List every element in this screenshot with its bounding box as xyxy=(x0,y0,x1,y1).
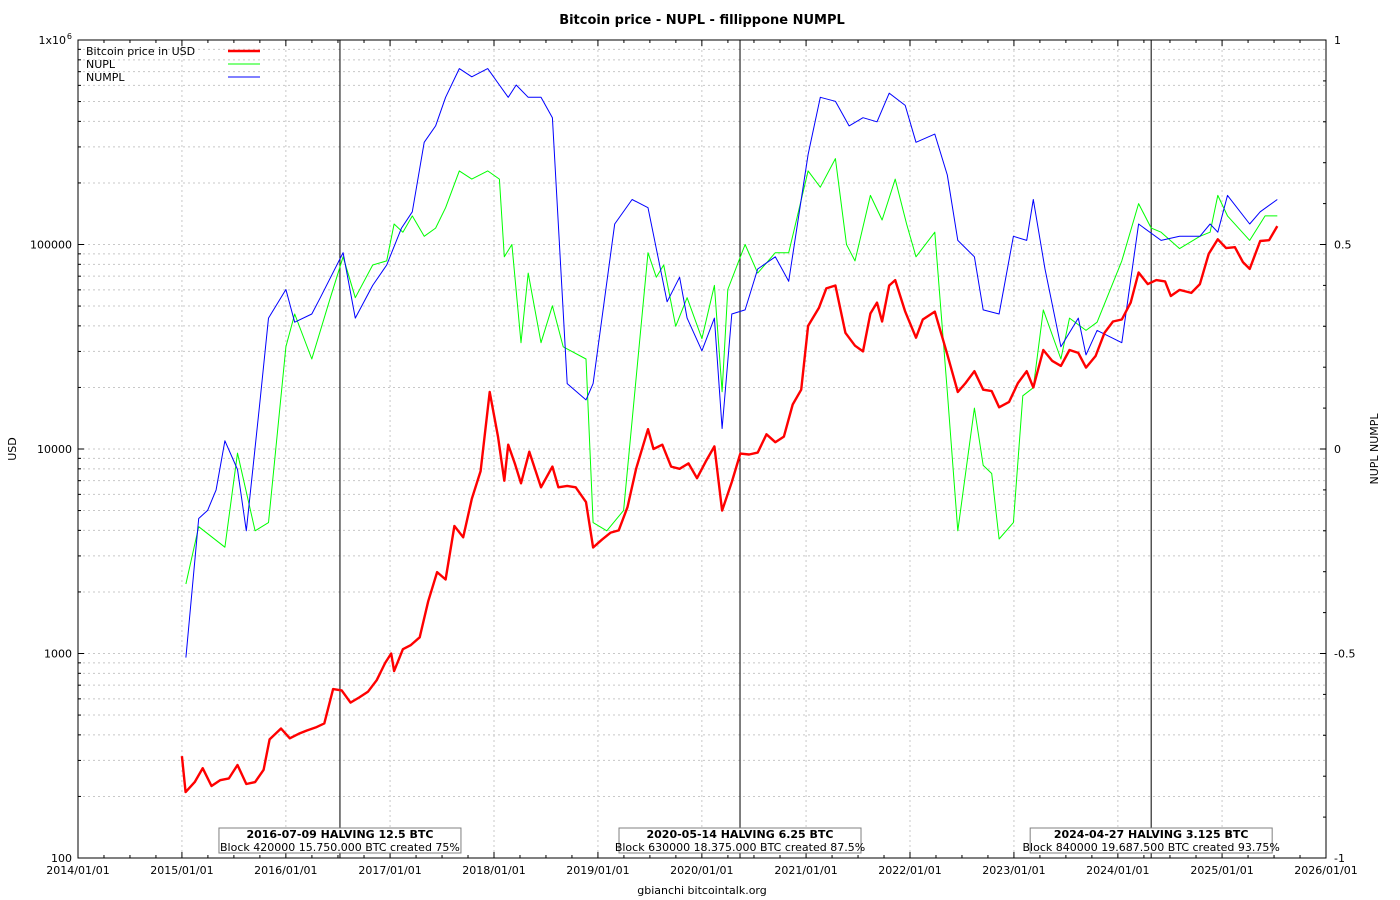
y-axis-label: USD xyxy=(6,437,19,461)
x-tick-label: 2015/01/01 xyxy=(150,864,213,877)
halving-box xyxy=(1029,827,1273,854)
series-line-nupl xyxy=(185,158,1278,585)
y2-tick-label: 1 xyxy=(1334,34,1341,47)
halving-detail: Block 420000 15.750.000 BTC created 75% xyxy=(220,841,460,854)
halving-title: 2024-04-27 HALVING 3.125 BTC xyxy=(1054,828,1249,841)
y-tick-label: 1000 xyxy=(44,648,72,661)
x-tick-label: 2022/01/01 xyxy=(878,864,941,877)
y2-axis-label: NUPL NUMPL xyxy=(1368,413,1381,485)
y2-tick-label: -0.5 xyxy=(1334,648,1355,661)
x-tick-label: 2018/01/01 xyxy=(462,864,525,877)
x-tick-label: 2021/01/01 xyxy=(774,864,837,877)
x-tick-label: 2019/01/01 xyxy=(566,864,629,877)
x-tick-label: 2024/01/01 xyxy=(1086,864,1149,877)
halving-detail: Block 630000 18.375.000 BTC created 87.5… xyxy=(615,841,865,854)
halving-box xyxy=(218,827,462,854)
y-tick-label: 10000 xyxy=(37,443,72,456)
halving-title: 2020-05-14 HALVING 6.25 BTC xyxy=(647,828,834,841)
halving-detail: Block 840000 19.687.500 BTC created 93.7… xyxy=(1022,841,1279,854)
halving-title: 2016-07-09 HALVING 12.5 BTC xyxy=(246,828,433,841)
footer-credit: gbianchi bitcointalk.org xyxy=(637,884,766,897)
halving-box xyxy=(618,827,862,854)
halving-lines xyxy=(339,40,1152,858)
legend: Bitcoin price in USD NUPL NUMPL xyxy=(86,45,260,84)
chart-title: Bitcoin price - NUPL - fillippone NUMPL xyxy=(559,13,845,28)
y-tick-label: 1x10 xyxy=(38,34,66,47)
y-tick-label: 100 xyxy=(51,852,72,865)
y2-tick-label: -1 xyxy=(1334,852,1345,865)
series-layer xyxy=(180,68,1279,794)
y2-tick-label: 0.5 xyxy=(1334,239,1352,252)
legend-label-price: Bitcoin price in USD xyxy=(86,45,195,58)
x-tick-label: 2017/01/01 xyxy=(358,864,421,877)
x-tick-label: 2014/01/01 xyxy=(46,864,109,877)
axis-ticks: 2014/01/01 2015/01/01 2016/01/01 2017/01/01… xyxy=(30,32,1358,877)
x-tick-label: 2025/01/01 xyxy=(1190,864,1253,877)
y2-tick-label: 0 xyxy=(1334,443,1341,456)
grid-layer xyxy=(78,40,1326,858)
series-line-numpl xyxy=(185,68,1278,658)
legend-label-numpl: NUMPL xyxy=(86,71,125,84)
series-line-bitcoin-price xyxy=(180,225,1279,794)
legend-label-nupl: NUPL xyxy=(86,58,116,71)
x-tick-label: 2023/01/01 xyxy=(982,864,1045,877)
x-tick-label: 2026/01/01 xyxy=(1294,864,1357,877)
x-tick-label: 2016/01/01 xyxy=(254,864,317,877)
y-tick-superscript: 6 xyxy=(67,32,72,41)
y-tick-label: 100000 xyxy=(30,239,72,252)
x-tick-label: 2020/01/01 xyxy=(670,864,733,877)
